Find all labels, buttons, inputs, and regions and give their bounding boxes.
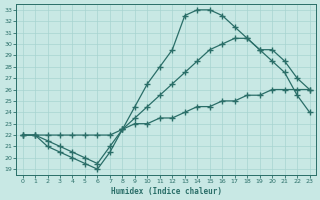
X-axis label: Humidex (Indice chaleur): Humidex (Indice chaleur)	[111, 187, 221, 196]
